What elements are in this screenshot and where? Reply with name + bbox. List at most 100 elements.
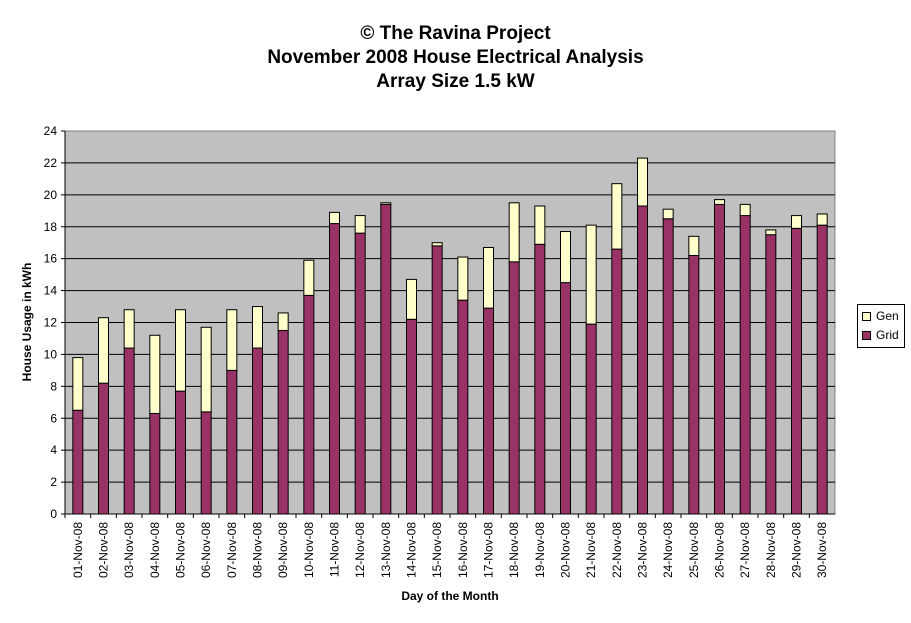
bar-gen [123, 309, 135, 349]
bar-grid [508, 261, 520, 515]
bar-gen [226, 309, 238, 371]
x-tick-label: 22-Nov-08 [610, 522, 624, 578]
y-tick-label: 18 [44, 220, 58, 234]
bar-gen [98, 317, 109, 384]
bar-grid [354, 232, 366, 515]
bar-grid [662, 218, 674, 515]
x-tick-label: 19-Nov-08 [533, 522, 547, 578]
x-tick-label: 24-Nov-08 [661, 522, 675, 578]
legend-label-gen: Gen [876, 309, 899, 323]
x-tick-label: 28-Nov-08 [764, 522, 778, 578]
x-tick-label: 16-Nov-08 [456, 522, 470, 578]
bar-grid [483, 307, 494, 515]
bar-grid [560, 282, 571, 515]
x-tick-label: 07-Nov-08 [225, 522, 239, 578]
bar-gen [714, 199, 725, 205]
x-tick-label: 13-Nov-08 [379, 522, 393, 578]
bar-gen [816, 213, 828, 226]
x-tick-label: 18-Nov-08 [507, 522, 521, 578]
bar-gen [483, 246, 494, 309]
x-tick-label: 17-Nov-08 [482, 522, 496, 578]
x-tick-label: 30-Nov-08 [815, 522, 829, 578]
x-tick-labels: 01-Nov-08 02-Nov-08 03-Nov-08 04-Nov-08 05-N… [64, 514, 829, 578]
bar-gen [662, 208, 674, 220]
bar-gen [72, 357, 84, 411]
x-tick-label: 23-Nov-08 [636, 522, 650, 578]
x-tick-label: 05-Nov-08 [174, 522, 188, 578]
bar-gen [303, 259, 315, 296]
bar-grid [123, 347, 135, 515]
bar-grid [534, 243, 546, 515]
bars-group [64, 131, 835, 515]
x-tick-label: 09-Nov-08 [276, 522, 290, 578]
bar-gen [277, 312, 289, 331]
x-tick-label: 01-Nov-08 [71, 522, 85, 578]
x-tick-label: 02-Nov-08 [97, 522, 111, 578]
chart-title-line-2: November 2008 House Electrical Analysis [267, 47, 644, 68]
bar-grid [688, 254, 700, 515]
bar-gen [534, 205, 546, 245]
x-tick-label: 08-Nov-08 [251, 522, 265, 578]
x-tick-label: 15-Nov-08 [430, 522, 444, 578]
bar-grid [637, 205, 648, 515]
bar-grid [303, 294, 315, 515]
chart-title-line-1: © The Ravina Project [360, 23, 551, 44]
legend-swatch-grid [862, 331, 871, 340]
x-tick-label: 03-Nov-08 [122, 522, 136, 578]
bar-grid [72, 409, 84, 515]
bar-gen [688, 235, 700, 256]
y-tick-label: 16 [44, 252, 58, 266]
x-tick-label: 12-Nov-08 [353, 522, 367, 578]
bar-grid [739, 215, 751, 515]
y-tick-label: 8 [50, 379, 57, 393]
bar-grid [431, 245, 443, 515]
bar-grid [791, 227, 802, 515]
y-tick-label: 2 [50, 475, 57, 489]
bar-grid [406, 318, 417, 515]
y-tick-label: 14 [44, 284, 58, 298]
x-tick-label: 29-Nov-08 [790, 522, 804, 578]
bar-grid [226, 369, 238, 515]
bar-grid [611, 248, 623, 515]
bar-gen [560, 231, 571, 284]
bar-grid [149, 412, 161, 515]
x-tick-label: 11-Nov-08 [328, 522, 342, 577]
y-tick-label: 4 [50, 443, 57, 457]
chart-title-line-3: Array Size 1.5 kW [376, 71, 535, 92]
bar-grid [200, 411, 212, 515]
bar-grid [457, 299, 469, 515]
y-tick-label: 24 [44, 124, 58, 138]
x-tick-label: 21-Nov-08 [584, 522, 598, 578]
bar-gen [175, 309, 186, 392]
bar-gen [739, 203, 751, 217]
bar-gen [585, 224, 597, 325]
y-axis-title: House Usage in kWh [20, 263, 34, 382]
bar-gen [457, 256, 469, 301]
bar-grid [98, 382, 109, 515]
bar-grid [277, 329, 289, 515]
bar-gen [329, 211, 340, 225]
bar-gen [200, 326, 212, 413]
x-tick-label: 26-Nov-08 [713, 522, 727, 578]
y-tick-label: 6 [50, 411, 57, 425]
x-tick-label: 27-Nov-08 [738, 522, 752, 578]
y-tick-label: 12 [44, 316, 58, 330]
y-tick-label: 20 [44, 188, 58, 202]
bar-gen [611, 183, 623, 250]
bar-grid [585, 323, 597, 515]
bar-gen [508, 202, 520, 263]
gridlines [65, 162, 835, 483]
bar-grid [765, 234, 777, 515]
x-tick-label: 04-Nov-08 [148, 522, 162, 578]
bar-gen [637, 157, 648, 207]
bar-grid [714, 203, 725, 515]
bar-grid [380, 203, 392, 515]
bar-grid [329, 223, 340, 515]
legend-label-grid: Grid [876, 328, 899, 342]
bar-grid [816, 224, 828, 515]
bar-gen [406, 278, 417, 320]
bar-gen [354, 215, 366, 234]
bar-gen [431, 242, 443, 247]
